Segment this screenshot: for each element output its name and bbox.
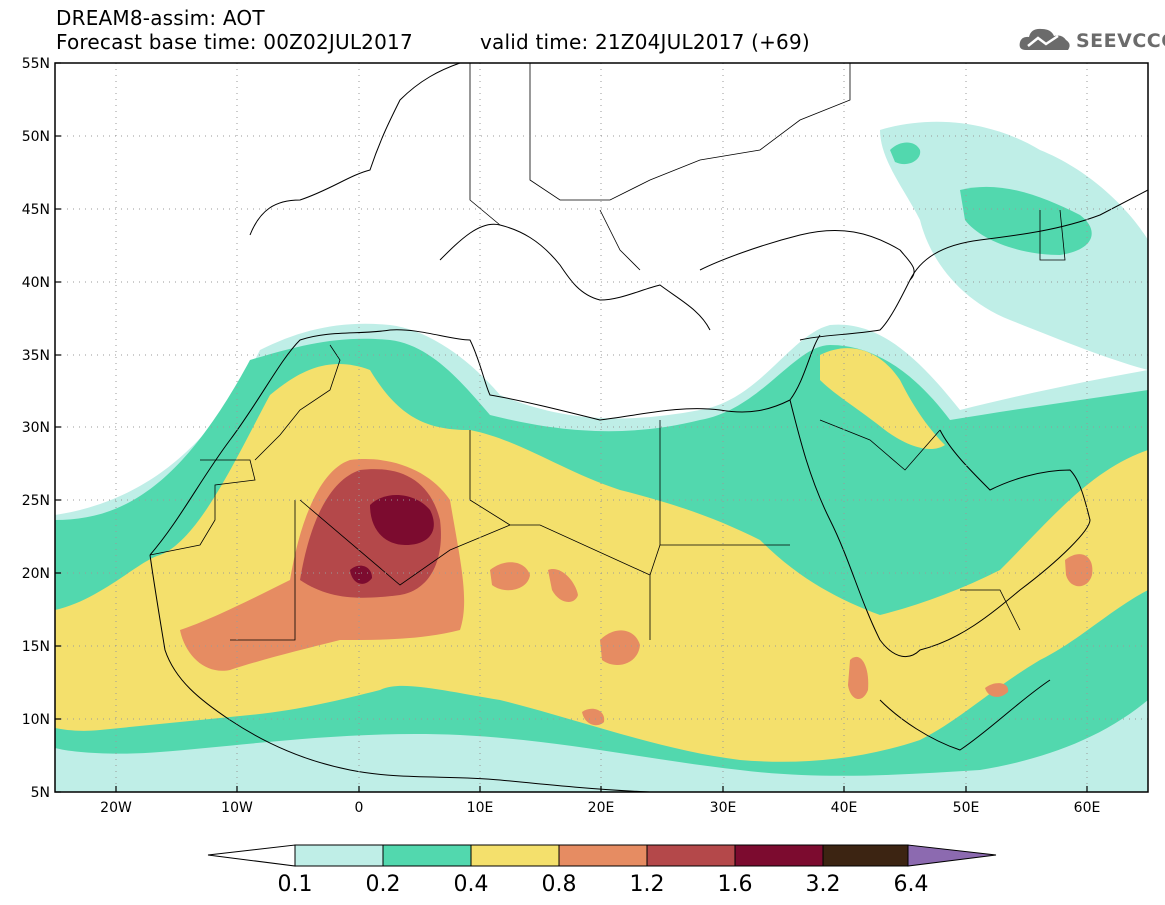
lat-label: 20N bbox=[22, 566, 50, 582]
colorbar-bin bbox=[294, 844, 384, 867]
coastlines bbox=[149, 62, 1149, 793]
lat-label: 15N bbox=[22, 639, 50, 655]
colorbar-label: 0.4 bbox=[454, 872, 489, 897]
colorbar-bin bbox=[734, 844, 824, 867]
colorbar-label: 0.8 bbox=[542, 872, 577, 897]
country-borders bbox=[149, 63, 1066, 641]
lat-label: 40N bbox=[22, 275, 50, 291]
colorbar-bin bbox=[382, 844, 472, 867]
colorbar-bin bbox=[646, 844, 736, 867]
lat-label: 50N bbox=[22, 129, 50, 145]
colorbar-label: 3.2 bbox=[806, 872, 841, 897]
lon-label: 0 bbox=[355, 800, 364, 816]
lat-label: 55N bbox=[22, 56, 50, 72]
lon-label: 30E bbox=[710, 800, 737, 816]
colorbar-label: 1.2 bbox=[630, 872, 665, 897]
colorbar bbox=[207, 844, 997, 867]
lat-label: 5N bbox=[31, 785, 50, 801]
map-title: DREAM8-assim: AOT bbox=[56, 6, 265, 30]
lon-label: 40E bbox=[831, 800, 858, 816]
valid-time-label: valid time: 21Z04JUL2017 (+69) bbox=[480, 30, 810, 54]
colorbar-labels: 0.1 0.2 0.4 0.8 1.2 1.6 3.2 6.4 bbox=[278, 872, 929, 897]
lat-label: 35N bbox=[22, 348, 50, 364]
lon-label: 50E bbox=[953, 800, 980, 816]
colorbar-label: 0.2 bbox=[366, 872, 401, 897]
lat-label: 45N bbox=[22, 202, 50, 218]
colorbar-bin bbox=[470, 844, 560, 867]
base-time-label: Forecast base time: 00Z02JUL2017 bbox=[56, 30, 413, 54]
colorbar-label: 1.6 bbox=[718, 872, 753, 897]
lon-label: 10W bbox=[221, 800, 253, 816]
colorbar-label: 0.1 bbox=[278, 872, 313, 897]
axis-ticks bbox=[55, 62, 1088, 793]
lat-label: 10N bbox=[22, 712, 50, 728]
lon-labels: 20W 10W 0 10E 20E 30E 40E 50E 60E bbox=[100, 800, 1100, 816]
grid bbox=[55, 63, 1148, 792]
lon-label: 10E bbox=[467, 800, 494, 816]
aot-field bbox=[55, 121, 1148, 792]
lat-label: 25N bbox=[22, 493, 50, 509]
lon-label: 20E bbox=[588, 800, 615, 816]
colorbar-bin bbox=[558, 844, 648, 867]
colorbar-above-max bbox=[907, 844, 997, 867]
cloud-icon bbox=[1019, 28, 1070, 50]
colorbar-below-min bbox=[207, 844, 296, 867]
lat-labels: 5N 10N 15N 20N 25N 30N 35N 40N 45N 50N 5… bbox=[22, 56, 50, 801]
lon-label: 20W bbox=[100, 800, 132, 816]
lat-label: 30N bbox=[22, 420, 50, 436]
colorbar-bin bbox=[822, 844, 909, 867]
colorbar-label: 6.4 bbox=[894, 872, 929, 897]
lon-label: 60E bbox=[1074, 800, 1101, 816]
logo-text: SEEVCCC bbox=[1076, 30, 1165, 52]
seevccc-logo: SEEVCCC bbox=[1018, 24, 1165, 56]
